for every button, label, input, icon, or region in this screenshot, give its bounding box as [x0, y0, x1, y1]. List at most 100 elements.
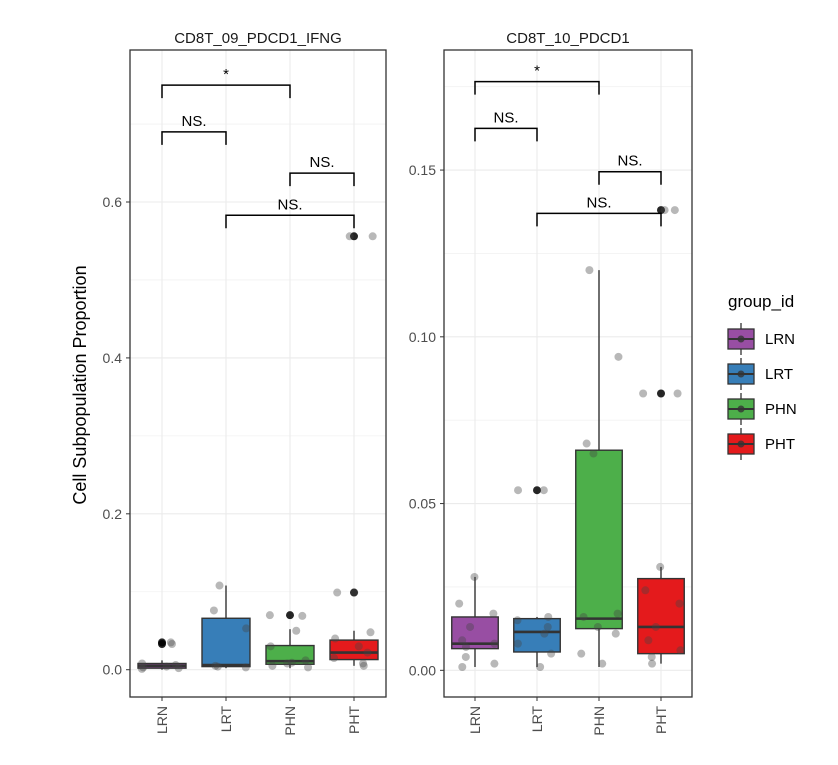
jitter-point [455, 599, 464, 608]
y-tick-label: 0.00 [409, 662, 436, 678]
jitter-point [490, 639, 499, 648]
box-lrn [137, 638, 187, 673]
jitter-point [585, 266, 594, 275]
jitter-point [171, 661, 180, 670]
jitter-point [644, 636, 653, 645]
significance-bracket: NS. [474, 109, 538, 142]
jitter-point [215, 581, 224, 590]
jitter-point [268, 661, 277, 670]
outlier-point [533, 486, 541, 495]
box-phn [265, 611, 315, 672]
jitter-point [593, 622, 602, 631]
legend-item-phn: PHN [727, 393, 797, 425]
facet-panel: 0.00 0.05 0.10 0.15 LRN LRT PHN PHT * NS. NS. NS. CD… [409, 30, 693, 736]
legend-label: PHT [765, 436, 795, 453]
jitter-point [656, 562, 665, 571]
jitter-point [540, 629, 549, 638]
jitter-point [614, 352, 623, 361]
jitter-point [675, 599, 684, 608]
jitter-point [209, 606, 218, 615]
jitter-point [647, 652, 656, 661]
jitter-point [167, 639, 176, 648]
jitter-point [470, 572, 479, 581]
jitter-point [363, 648, 372, 657]
facet-title: CD8T_09_PDCD1_IFNG [174, 30, 342, 47]
jitter-point [639, 389, 648, 398]
x-tick-label: LRT [218, 706, 234, 733]
box-lrt [201, 581, 251, 672]
significance-bracket: * [474, 63, 600, 95]
jitter-point [513, 639, 522, 648]
jitter-point [543, 622, 552, 631]
jitter-point [368, 232, 377, 241]
panel-border [129, 49, 387, 698]
jitter-point [461, 642, 470, 651]
jitter-point [613, 609, 622, 618]
jitter-point [354, 642, 363, 651]
jitter-point [241, 663, 250, 672]
significance-bracket: * [161, 66, 291, 99]
legend-item-lrt: LRT [727, 358, 793, 390]
jitter-point [211, 661, 220, 670]
legend-key-point [737, 440, 745, 448]
jitter-point [213, 662, 222, 671]
box-body [329, 639, 379, 661]
jitter-point [359, 659, 368, 668]
box-phn [575, 266, 623, 668]
jitter-point [242, 624, 251, 633]
jitter-point [345, 232, 354, 241]
jitter-point [651, 622, 660, 631]
jitter-point [648, 659, 657, 668]
box-lrt [513, 486, 561, 671]
y-tick-label: 0.0 [103, 662, 123, 678]
jitter-point [350, 588, 359, 597]
y-tick-label: 0.15 [409, 162, 436, 178]
legend: group_id LRN LRT PHN PHT [727, 292, 797, 460]
panel-background [130, 50, 386, 697]
bracket-line [289, 172, 355, 187]
y-tick-label: 0.10 [409, 329, 436, 345]
significance-bracket: NS. [289, 154, 355, 187]
significance-label: NS. [617, 153, 642, 170]
outlier-point [350, 588, 358, 597]
panel-border [443, 49, 693, 698]
legend-label: LRT [765, 366, 793, 383]
bracket-line [474, 127, 538, 142]
bracket-line [474, 80, 600, 95]
jitter-point [139, 663, 148, 672]
jitter-point [162, 662, 171, 671]
jitter-point [539, 486, 548, 495]
legend-label: PHN [765, 401, 797, 418]
jitter-point [582, 439, 591, 448]
jitter-point [579, 612, 588, 621]
x-tick-label: LRN [154, 706, 170, 734]
significance-label: NS. [181, 113, 206, 130]
facet-title: CD8T_10_PDCD1 [506, 30, 629, 47]
bracket-line [225, 214, 355, 229]
jitter-point [641, 586, 650, 595]
x-tick-label: PHT [346, 706, 362, 734]
significance-label: * [534, 63, 540, 80]
legend-label: LRN [765, 331, 795, 348]
significance-label: * [223, 66, 229, 83]
significance-label: NS. [586, 194, 611, 211]
jitter-point [301, 656, 310, 665]
jitter-point [611, 629, 620, 638]
x-tick-label: PHN [591, 706, 607, 736]
jitter-point [514, 486, 523, 495]
jitter-point [458, 662, 467, 671]
jitter-point [589, 449, 598, 458]
significance-bracket: NS. [536, 194, 662, 227]
y-axis-title: Cell Subpopulation Proportion [70, 265, 90, 504]
x-tick-label: PHN [282, 706, 298, 736]
box-body [265, 644, 315, 665]
outlier-point [350, 232, 358, 241]
legend-key-point [737, 405, 745, 413]
jitter-point [461, 652, 470, 661]
jitter-point [366, 628, 375, 637]
bracket-line [536, 212, 662, 227]
jitter-point [298, 611, 307, 620]
box-body [201, 617, 251, 668]
x-tick-label: LRN [467, 706, 483, 734]
